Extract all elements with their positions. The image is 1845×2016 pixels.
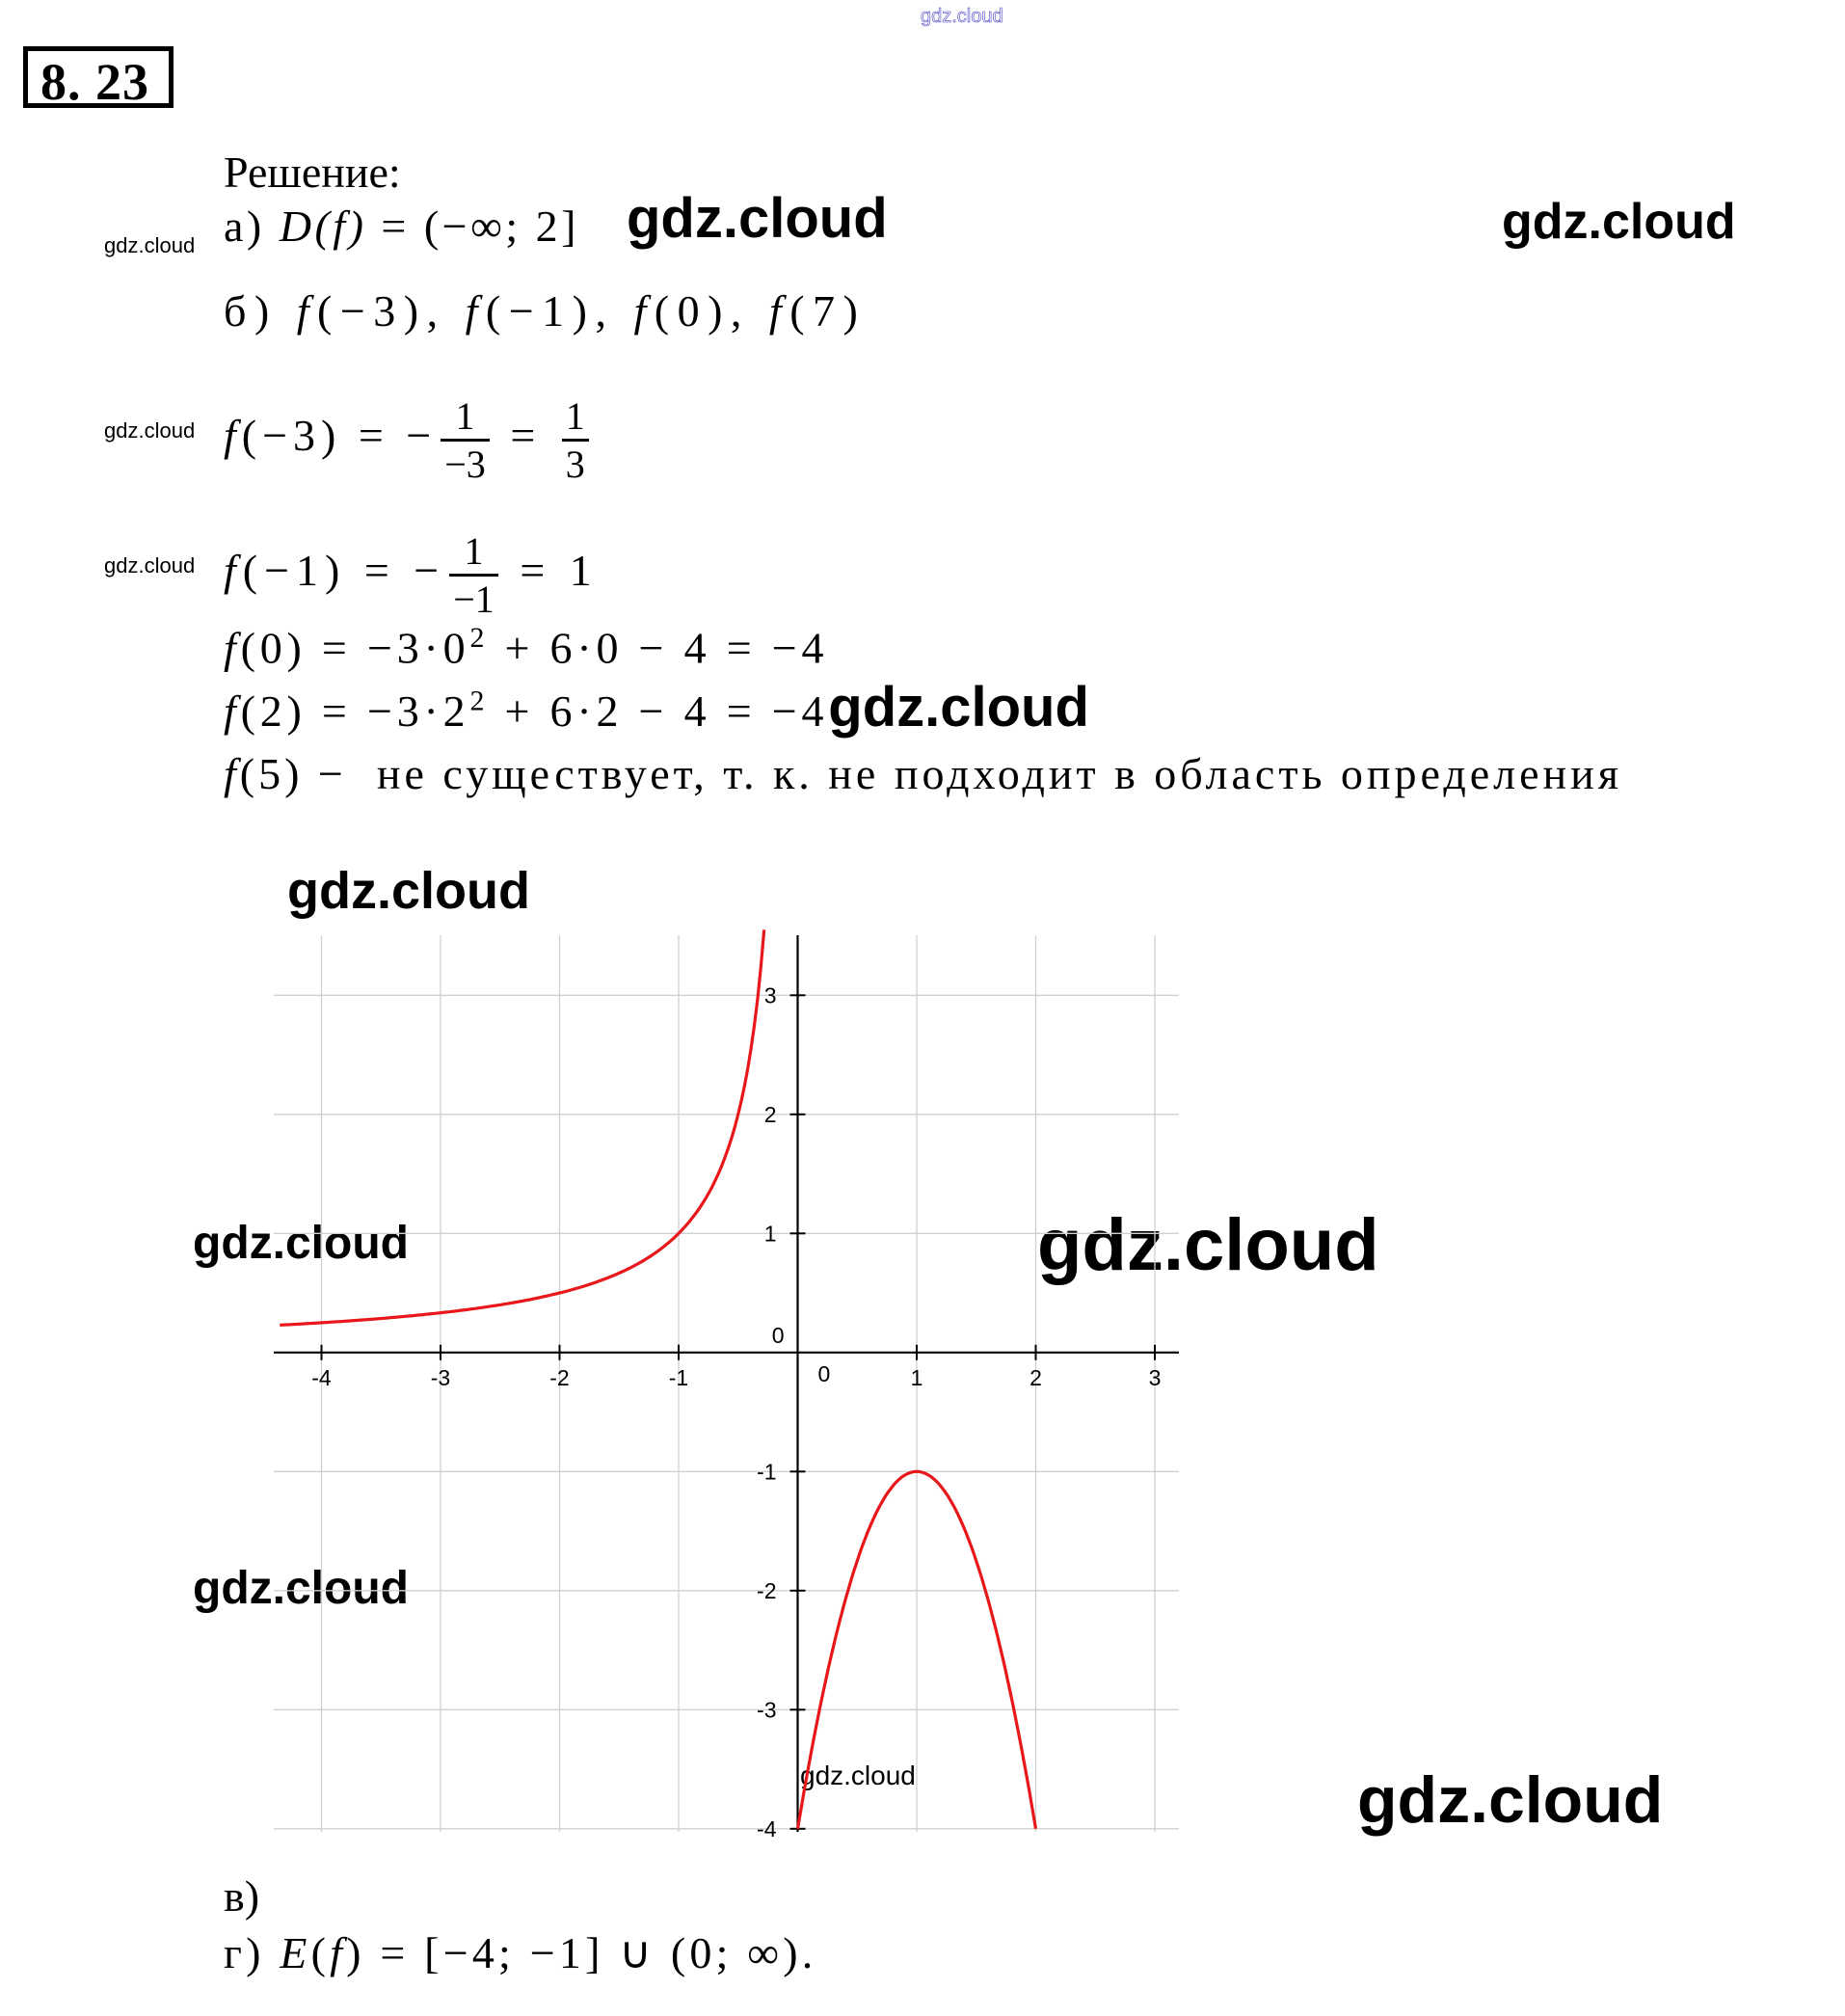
svg-text:-3: -3 xyxy=(757,1697,776,1722)
svg-text:1: 1 xyxy=(764,1221,777,1246)
svg-text:-2: -2 xyxy=(757,1578,776,1603)
svg-text:-1: -1 xyxy=(757,1459,776,1484)
svg-text:2: 2 xyxy=(764,1102,777,1127)
svg-text:-1: -1 xyxy=(669,1365,688,1390)
svg-text:3: 3 xyxy=(1149,1365,1162,1390)
svg-text:-4: -4 xyxy=(311,1365,332,1390)
svg-text:-2: -2 xyxy=(549,1365,569,1390)
svg-text:2: 2 xyxy=(1029,1365,1042,1390)
svg-text:1: 1 xyxy=(911,1365,923,1390)
svg-text:3: 3 xyxy=(764,982,777,1008)
svg-text:-3: -3 xyxy=(431,1365,450,1390)
svg-text:0: 0 xyxy=(818,1361,831,1386)
svg-text:0: 0 xyxy=(772,1323,785,1348)
svg-text:-4: -4 xyxy=(757,1816,777,1841)
